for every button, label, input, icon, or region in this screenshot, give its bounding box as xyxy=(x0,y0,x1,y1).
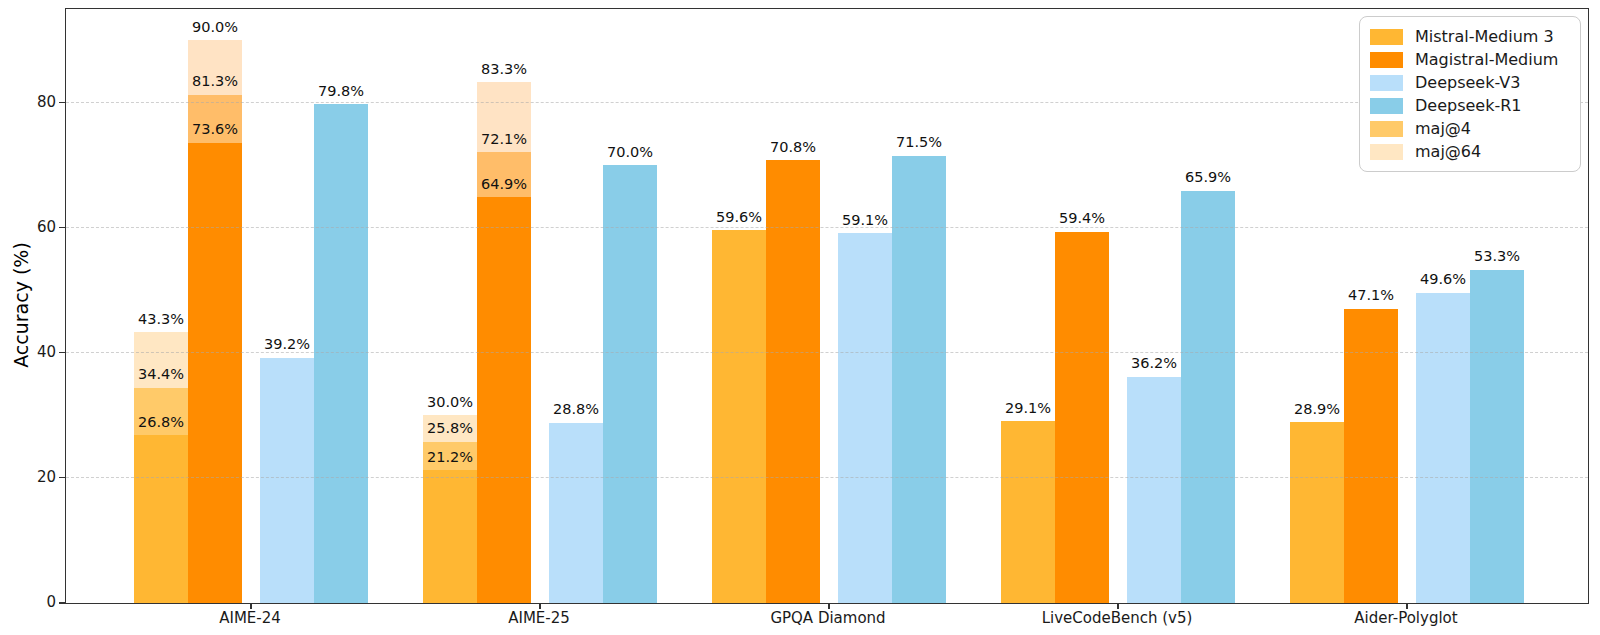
value-label-deepseek-r1-livecodebench-v5-: 65.9% xyxy=(1185,170,1231,185)
bar-deepseek-r1-aime-24 xyxy=(314,104,368,603)
legend-item-mistral-medium-3: Mistral-Medium 3 xyxy=(1370,25,1570,48)
y-tick-mark-20 xyxy=(59,477,65,479)
x-tick-mark-4 xyxy=(1406,603,1408,609)
value-label-deepseek-r1-aime-25: 70.0% xyxy=(607,145,653,160)
legend-item-maj-4: maj@4 xyxy=(1370,117,1570,140)
value-label-magistral-medium-aime-25-maj4: 72.1% xyxy=(481,132,527,147)
benchmark-bar-chart: Accuracy (%) 26.8%34.4%43.3%21.2%25.8%30… xyxy=(0,0,1600,635)
value-label-mistral-medium-3-aime-24-maj4: 34.4% xyxy=(138,367,184,382)
legend-swatch-magistral-medium xyxy=(1370,52,1403,68)
y-tick-mark-40 xyxy=(59,352,65,354)
legend-box: Mistral-Medium 3 Magistral-Medium Deepseek… xyxy=(1359,16,1581,172)
x-tick-label-aime-24: AIME-24 xyxy=(219,611,281,626)
value-label-mistral-medium-3-livecodebench-v5-: 29.1% xyxy=(1005,401,1051,416)
value-label-magistral-medium-livecodebench-v5-: 59.4% xyxy=(1059,211,1105,226)
legend-label-deepseek-r1: Deepseek-R1 xyxy=(1415,98,1522,114)
legend-swatch-maj-64 xyxy=(1370,144,1403,160)
value-label-mistral-medium-3-gpqa-diamond: 59.6% xyxy=(716,210,762,225)
y-tick-label-60: 60 xyxy=(0,220,56,235)
value-label-mistral-medium-3-aime-24: 26.8% xyxy=(138,415,184,430)
y-tick-mark-0 xyxy=(59,602,65,604)
bar-mistral-medium-3-aime-25 xyxy=(423,470,477,603)
bar-deepseek-r1-gpqa-diamond xyxy=(892,156,946,603)
legend-label-magistral-medium: Magistral-Medium xyxy=(1415,52,1558,68)
legend-item-maj-64: maj@64 xyxy=(1370,140,1570,163)
value-label-deepseek-v3-gpqa-diamond: 59.1% xyxy=(842,213,888,228)
y-tick-label-80: 80 xyxy=(0,95,56,110)
legend-swatch-deepseek-v3 xyxy=(1370,75,1403,91)
y-tick-label-0: 0 xyxy=(0,595,56,610)
value-label-magistral-medium-aime-25-maj64: 83.3% xyxy=(481,62,527,77)
bar-mistral-medium-3-aime-24 xyxy=(134,435,188,603)
x-tick-mark-1 xyxy=(539,603,541,609)
y-tick-label-20: 20 xyxy=(0,470,56,485)
value-label-deepseek-v3-aime-25: 28.8% xyxy=(553,402,599,417)
bar-deepseek-v3-gpqa-diamond xyxy=(838,233,892,603)
value-label-magistral-medium-aime-24: 73.6% xyxy=(192,122,238,137)
bar-mistral-medium-3-aider-polyglot xyxy=(1290,422,1344,603)
y-tick-label-40: 40 xyxy=(0,345,56,360)
value-label-mistral-medium-3-aime-24-maj64: 43.3% xyxy=(138,312,184,327)
value-label-magistral-medium-aime-24-maj64: 90.0% xyxy=(192,20,238,35)
value-label-mistral-medium-3-aime-25: 21.2% xyxy=(427,450,473,465)
bar-magistral-medium-gpqa-diamond xyxy=(766,160,820,603)
x-tick-mark-2 xyxy=(828,603,830,609)
value-label-deepseek-v3-livecodebench-v5-: 36.2% xyxy=(1131,356,1177,371)
bar-mistral-medium-3-livecodebench-v5- xyxy=(1001,421,1055,603)
value-label-magistral-medium-aime-24-maj4: 81.3% xyxy=(192,74,238,89)
bar-deepseek-v3-aider-polyglot xyxy=(1416,293,1470,603)
legend-label-maj-64: maj@64 xyxy=(1415,144,1481,160)
y-tick-mark-80 xyxy=(59,102,65,104)
legend-item-magistral-medium: Magistral-Medium xyxy=(1370,48,1570,71)
legend-label-maj-4: maj@4 xyxy=(1415,121,1471,137)
value-label-mistral-medium-3-aime-25-maj4: 25.8% xyxy=(427,421,473,436)
bar-magistral-medium-aider-polyglot xyxy=(1344,309,1398,603)
value-label-deepseek-r1-aime-24: 79.8% xyxy=(318,84,364,99)
legend-label-mistral-medium-3: Mistral-Medium 3 xyxy=(1415,29,1554,45)
bar-mistral-medium-3-gpqa-diamond xyxy=(712,230,766,603)
x-tick-label-aime-25: AIME-25 xyxy=(508,611,570,626)
value-label-magistral-medium-gpqa-diamond: 70.8% xyxy=(770,140,816,155)
x-tick-mark-3 xyxy=(1117,603,1119,609)
y-tick-mark-60 xyxy=(59,227,65,229)
bar-deepseek-r1-aime-25 xyxy=(603,165,657,603)
legend-item-deepseek-r1: Deepseek-R1 xyxy=(1370,94,1570,117)
x-tick-label-livecodebench-v5-: LiveCodeBench (v5) xyxy=(1042,611,1193,626)
x-tick-mark-0 xyxy=(250,603,252,609)
value-label-deepseek-r1-gpqa-diamond: 71.5% xyxy=(896,135,942,150)
gridline-60 xyxy=(66,227,1588,228)
bar-deepseek-v3-livecodebench-v5- xyxy=(1127,377,1181,603)
value-label-deepseek-v3-aider-polyglot: 49.6% xyxy=(1420,272,1466,287)
bar-deepseek-r1-livecodebench-v5- xyxy=(1181,191,1235,603)
legend-swatch-mistral-medium-3 xyxy=(1370,29,1403,45)
x-tick-label-aider-polyglot: Aider-Polyglot xyxy=(1354,611,1457,626)
legend-swatch-deepseek-r1 xyxy=(1370,98,1403,114)
bar-deepseek-r1-aider-polyglot xyxy=(1470,270,1524,603)
value-label-magistral-medium-aime-25: 64.9% xyxy=(481,177,527,192)
legend-swatch-maj-4 xyxy=(1370,121,1403,137)
bar-magistral-medium-aime-25 xyxy=(477,197,531,603)
bar-magistral-medium-livecodebench-v5- xyxy=(1055,232,1109,603)
value-label-magistral-medium-aider-polyglot: 47.1% xyxy=(1348,288,1394,303)
x-tick-label-gpqa-diamond: GPQA Diamond xyxy=(770,611,885,626)
legend-label-deepseek-v3: Deepseek-V3 xyxy=(1415,75,1520,91)
value-label-deepseek-v3-aime-24: 39.2% xyxy=(264,337,310,352)
bar-deepseek-v3-aime-24 xyxy=(260,358,314,603)
value-label-deepseek-r1-aider-polyglot: 53.3% xyxy=(1474,249,1520,264)
legend-item-deepseek-v3: Deepseek-V3 xyxy=(1370,71,1570,94)
bar-magistral-medium-aime-24 xyxy=(188,143,242,603)
value-label-mistral-medium-3-aime-25-maj64: 30.0% xyxy=(427,395,473,410)
value-label-mistral-medium-3-aider-polyglot: 28.9% xyxy=(1294,402,1340,417)
bar-deepseek-v3-aime-25 xyxy=(549,423,603,603)
